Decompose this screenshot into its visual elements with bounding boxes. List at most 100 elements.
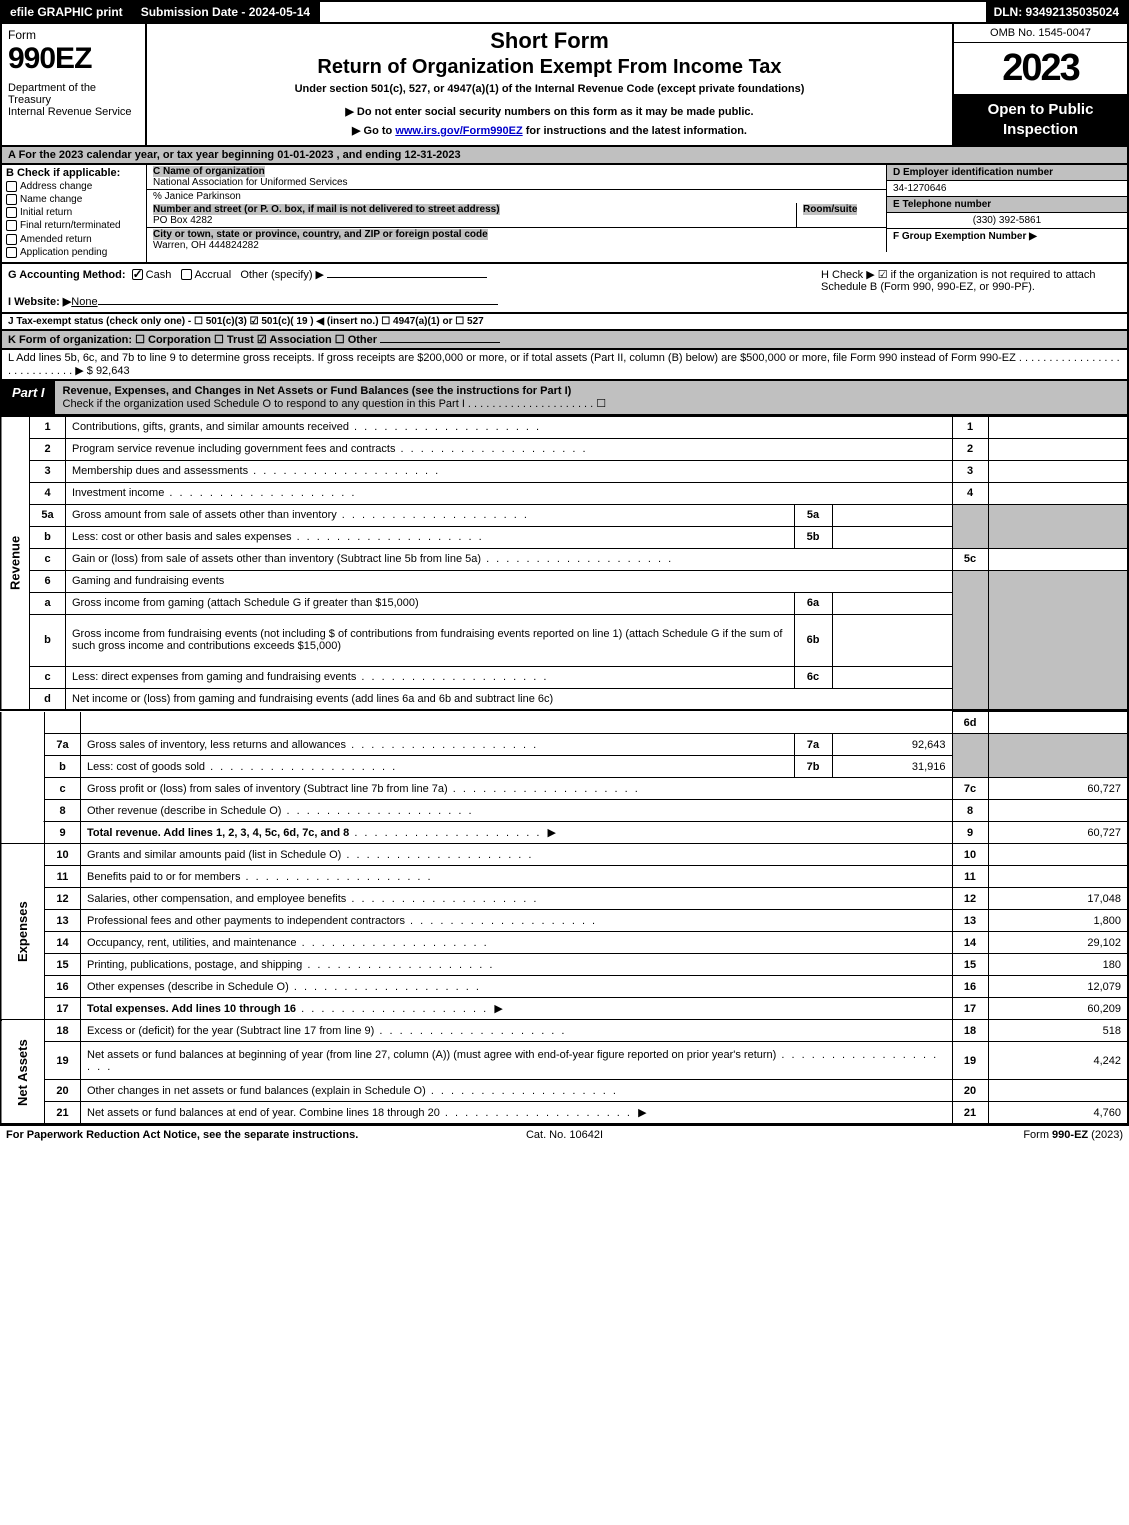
l-text: L Add lines 5b, 6c, and 7b to line 9 to … (8, 352, 1120, 377)
row11-num: 11 (45, 866, 81, 888)
topbar-spacer (320, 2, 985, 22)
c-care-row: % Janice Parkinson (147, 190, 886, 203)
row7b-desc: Less: cost of goods sold (81, 756, 795, 778)
j-text: J Tax-exempt status (check only one) - ☐… (8, 316, 484, 327)
row5ab-shade-val (988, 504, 1128, 548)
row7ab-shade (952, 734, 988, 778)
netassets-side-label: Net Assets (1, 1020, 45, 1124)
row13-desc: Professional fees and other payments to … (81, 910, 953, 932)
row8-rv (988, 800, 1128, 822)
form-header: Form 990EZ Department of the Treasury In… (0, 24, 1129, 147)
ein-label: D Employer identification number (893, 167, 1053, 178)
chk-final-return[interactable]: Final return/terminated (6, 220, 142, 231)
care-of: % Janice Parkinson (153, 191, 241, 202)
block-g-left: G Accounting Method: Cash Accrual Other … (8, 268, 821, 308)
block-bc: B Check if applicable: Address change Na… (0, 165, 1129, 264)
tel-label: E Telephone number (893, 199, 991, 210)
row5ab-shade (952, 504, 988, 548)
revenue-side-cont (1, 712, 45, 822)
row5c-rn: 5c (952, 548, 988, 570)
row8-desc: Other revenue (describe in Schedule O) (81, 800, 953, 822)
chk-accrual[interactable] (181, 269, 192, 280)
row7c-rn: 7c (952, 778, 988, 800)
c-name-area: C Name of organization National Associat… (147, 165, 887, 252)
row15-desc: Printing, publications, postage, and shi… (81, 954, 953, 976)
row7a-sv: 92,643 (832, 734, 952, 756)
row5b-sv (832, 526, 952, 548)
chk-application-pending[interactable]: Application pending (6, 247, 142, 258)
row11-rn: 11 (952, 866, 988, 888)
row3-rv (988, 460, 1128, 482)
row10-num: 10 (45, 844, 81, 866)
other-label: Other (specify) ▶ (240, 269, 324, 281)
part1-label: Part I (2, 381, 55, 414)
row4-rv (988, 482, 1128, 504)
group-label: F Group Exemption Number ▶ (893, 231, 1037, 242)
form-title: Return of Organization Exempt From Incom… (155, 56, 944, 79)
row7b-sv: 31,916 (832, 756, 952, 778)
row3-rn: 3 (952, 460, 988, 482)
street-value: PO Box 4282 (153, 215, 212, 226)
row1-rn: 1 (952, 416, 988, 438)
row16-rv: 12,079 (988, 976, 1128, 998)
row1-num: 1 (30, 416, 66, 438)
row6-shade (952, 570, 988, 710)
block-g: G Accounting Method: Cash Accrual Other … (0, 264, 1129, 314)
chk-amended-return[interactable]: Amended return (6, 234, 142, 245)
row7a-desc: Gross sales of inventory, less returns a… (81, 734, 795, 756)
row12-rv: 17,048 (988, 888, 1128, 910)
row1-rv (988, 416, 1128, 438)
chk-initial-return[interactable]: Initial return (6, 207, 142, 218)
revenue-table: Revenue 1 Contributions, gifts, grants, … (0, 416, 1129, 712)
header-right: OMB No. 1545-0047 2023 Open to Public In… (952, 24, 1127, 145)
tel-label-row: E Telephone number (887, 197, 1127, 213)
row6b-desc: Gross income from fundraising events (no… (66, 614, 795, 666)
row9-desc: Total revenue. Add lines 1, 2, 3, 4, 5c,… (81, 822, 953, 844)
row12-rn: 12 (952, 888, 988, 910)
row13-rn: 13 (952, 910, 988, 932)
part1-check: Check if the organization used Schedule … (63, 398, 607, 410)
block-c: C Name of organization National Associat… (147, 165, 1127, 262)
part1-text: Revenue, Expenses, and Changes in Net As… (55, 381, 1127, 414)
row7a-sn: 7a (794, 734, 832, 756)
d-area: D Employer identification number 34-1270… (887, 165, 1127, 252)
row14-rn: 14 (952, 932, 988, 954)
short-form-title: Short Form (155, 28, 944, 54)
row3-num: 3 (30, 460, 66, 482)
city-label: City or town, state or province, country… (153, 229, 488, 240)
row5b-num: b (30, 526, 66, 548)
website-note: ▶ Go to www.irs.gov/Form990EZ for instru… (155, 124, 944, 137)
irs-link[interactable]: www.irs.gov/Form990EZ (395, 125, 522, 137)
row8-num: 8 (45, 800, 81, 822)
chk-address-change[interactable]: Address change (6, 181, 142, 192)
row7b-num: b (45, 756, 81, 778)
chk-cash[interactable] (132, 269, 143, 280)
website-value: None (71, 296, 97, 308)
footer-left: For Paperwork Reduction Act Notice, see … (6, 1129, 378, 1141)
i-label: I Website: ▶ (8, 296, 71, 308)
block-l: L Add lines 5b, 6c, and 7b to line 9 to … (0, 350, 1129, 381)
row6b-sn: 6b (794, 614, 832, 666)
row13-num: 13 (45, 910, 81, 932)
block-j: J Tax-exempt status (check only one) - ☐… (0, 314, 1129, 331)
ein-value: 34-1270646 (893, 183, 946, 194)
row21-rv: 4,760 (988, 1102, 1128, 1124)
h-text: H Check ▶ ☑ if the organization is not r… (821, 269, 1096, 293)
row6-shade-val (988, 570, 1128, 710)
accrual-label: Accrual (195, 269, 232, 281)
row5a-num: 5a (30, 504, 66, 526)
form-subtitle: Under section 501(c), 527, or 4947(a)(1)… (155, 83, 944, 95)
g-label: G Accounting Method: (8, 269, 126, 281)
row5a-sn: 5a (794, 504, 832, 526)
row18-rn: 18 (952, 1020, 988, 1042)
c-street-row: Number and street (or P. O. box, if mail… (147, 203, 886, 228)
c-name-label: C Name of organization (153, 166, 265, 177)
department: Department of the Treasury Internal Reve… (8, 82, 139, 118)
row15-rn: 15 (952, 954, 988, 976)
row19-rv: 4,242 (988, 1042, 1128, 1080)
row2-rn: 2 (952, 438, 988, 460)
part1-header: Part I Revenue, Expenses, and Changes in… (0, 381, 1129, 416)
revenue-side-label: Revenue (1, 416, 30, 710)
row12-num: 12 (45, 888, 81, 910)
chk-name-change[interactable]: Name change (6, 194, 142, 205)
